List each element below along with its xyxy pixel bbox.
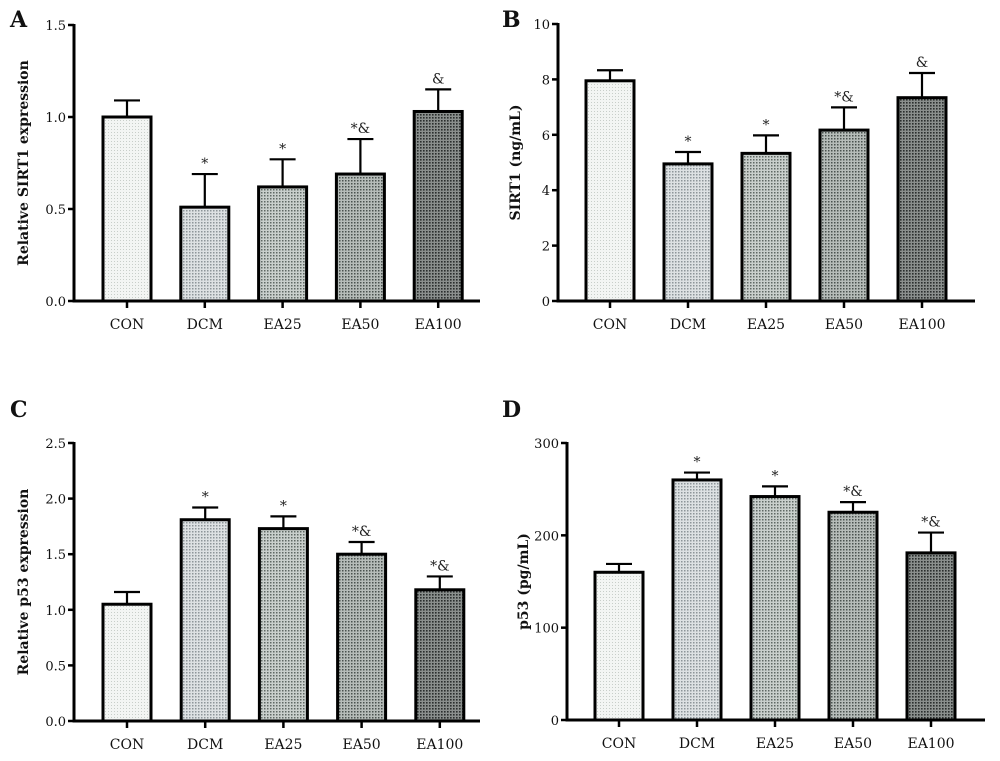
- x-tick-label: CON: [602, 736, 636, 752]
- panel-a: A Relative SIRT1 expression 0.0 0.5 1.0 1.5 CO…: [9, 7, 480, 333]
- bar-ea100: [905, 551, 957, 722]
- bar-ea50: [827, 510, 879, 722]
- bar-ea50: [818, 128, 870, 303]
- bar-dcm: [179, 205, 231, 303]
- y-axis-label: Relative SIRT1 expression: [16, 60, 32, 266]
- bar-con: [593, 570, 645, 722]
- significance-marker: *: [202, 489, 209, 505]
- bar-ea100: [414, 588, 466, 723]
- y-tick-label: 1.5: [45, 548, 66, 563]
- y-tick-label: 10: [533, 18, 550, 33]
- x-tick-label: EA50: [834, 736, 872, 752]
- x-tick-label: EA25: [264, 737, 302, 753]
- y-tick-label: 6: [542, 129, 550, 144]
- y-axis-label: p53 (pg/mL): [516, 533, 532, 630]
- bar-ea25: [257, 527, 309, 723]
- y-tick-label: 2.5: [45, 437, 66, 452]
- significance-marker: &: [432, 71, 444, 87]
- y-tick-label: 0: [551, 714, 559, 729]
- x-tick-label: DCM: [679, 736, 715, 752]
- y-tick-label: 0.5: [45, 203, 66, 218]
- panel-letter: D: [502, 397, 521, 423]
- y-tick-label: 1.5: [45, 19, 66, 34]
- y-tick-label: 8: [542, 73, 550, 88]
- y-tick-label: 100: [534, 622, 559, 637]
- x-tick-label: EA100: [898, 317, 945, 333]
- bar-dcm: [671, 478, 723, 722]
- significance-marker: *&: [834, 89, 853, 105]
- y-tick-label: 2: [542, 240, 550, 255]
- significance-marker: *&: [843, 484, 862, 500]
- significance-marker: *: [201, 156, 208, 172]
- bar-ea25: [740, 151, 792, 303]
- y-axis-label: Relative p53 expression: [16, 489, 32, 676]
- bar-ea100: [412, 109, 464, 303]
- x-tick-label: EA25: [747, 317, 785, 333]
- significance-marker: *&: [430, 558, 449, 574]
- bar-dcm: [179, 518, 231, 723]
- significance-marker: *: [772, 468, 779, 484]
- bar-con: [101, 115, 153, 303]
- y-tick-label: 1.0: [45, 111, 66, 126]
- y-tick-label: 0.0: [45, 715, 66, 730]
- x-tick-label: CON: [593, 317, 627, 333]
- significance-marker: *: [694, 455, 701, 471]
- x-tick-label: DCM: [670, 317, 706, 333]
- bar-ea25: [257, 185, 309, 303]
- panel-letter: C: [10, 397, 28, 423]
- significance-marker: *: [280, 498, 287, 514]
- y-tick-label: 1.0: [45, 604, 66, 619]
- x-tick-label: DCM: [187, 317, 223, 333]
- x-tick-label: CON: [110, 737, 144, 753]
- bar-con: [584, 79, 636, 303]
- x-tick-label: DCM: [187, 737, 223, 753]
- y-axis-label: SIRT1 (ng/mL): [508, 104, 524, 220]
- y-tick-label: 0.5: [45, 659, 66, 674]
- significance-marker: *: [279, 141, 286, 157]
- panel-letter: B: [502, 7, 521, 33]
- panel-c: C Relative p53 expression 0.0 0.5 1.0 1.5 2.0 2…: [10, 397, 480, 753]
- y-tick-label: 4: [542, 184, 550, 199]
- significance-marker: *: [685, 134, 692, 150]
- x-tick-label: EA50: [343, 737, 381, 753]
- bar-ea100: [896, 96, 948, 303]
- bar-dcm: [662, 162, 714, 303]
- x-tick-label: EA100: [416, 737, 463, 753]
- significance-marker: *&: [351, 121, 370, 137]
- y-tick-label: 200: [534, 529, 559, 544]
- y-tick-label: 0: [542, 295, 550, 310]
- x-tick-label: EA25: [756, 736, 794, 752]
- bar-ea50: [334, 172, 386, 303]
- bar-ea25: [749, 495, 801, 722]
- x-tick-label: EA100: [907, 736, 954, 752]
- x-tick-label: EA25: [264, 317, 302, 333]
- x-tick-label: EA100: [415, 317, 462, 333]
- x-tick-label: CON: [110, 317, 144, 333]
- significance-marker: &: [916, 55, 928, 71]
- bar-ea50: [336, 552, 388, 723]
- x-tick-label: EA50: [341, 317, 379, 333]
- y-tick-label: 300: [534, 437, 559, 452]
- x-tick-label: EA50: [825, 317, 863, 333]
- panel-b: B SIRT1 (ng/mL) 0 2 4 6 8 10 CON * DCM * EA25 *& EA50 &…: [502, 7, 975, 333]
- panel-letter: A: [9, 7, 28, 33]
- y-tick-label: 0.0: [45, 295, 66, 310]
- significance-marker: *: [763, 117, 770, 133]
- bar-con: [101, 602, 153, 723]
- y-tick-label: 2.0: [45, 493, 66, 508]
- significance-marker: *&: [921, 515, 940, 531]
- significance-marker: *&: [352, 524, 371, 540]
